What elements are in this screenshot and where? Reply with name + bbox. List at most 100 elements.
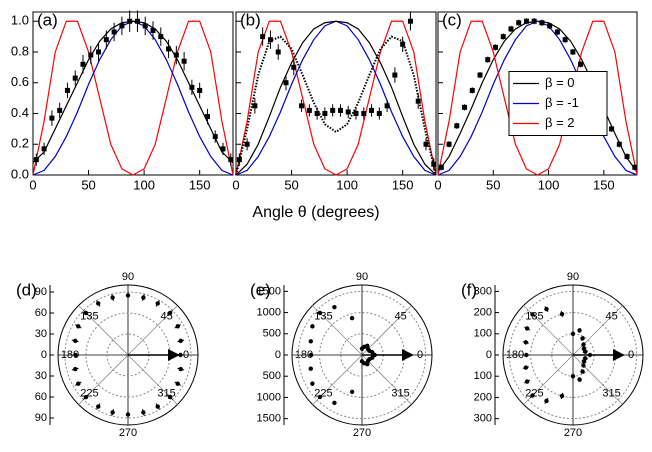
curve	[32, 20, 234, 164]
data-point	[581, 342, 586, 347]
data-point	[308, 339, 313, 344]
x-tick-label: 0	[434, 177, 441, 192]
data-point	[80, 61, 86, 67]
data-point	[384, 103, 390, 109]
data-point	[632, 164, 638, 170]
radial-tick-label: 30	[35, 370, 47, 382]
x-tick-label: 100	[336, 177, 358, 192]
data-point	[330, 107, 336, 113]
radial-tick-label: 300	[474, 285, 492, 297]
data-point	[531, 18, 537, 24]
data-point	[306, 107, 312, 113]
angle-tick-label: 90	[567, 271, 579, 283]
data-point	[310, 381, 315, 386]
data-point	[57, 107, 63, 113]
data-point	[310, 324, 315, 329]
y-tick-label: 0.4	[11, 105, 29, 120]
data-point	[523, 365, 529, 370]
data-point	[111, 29, 117, 35]
angle-tick-label: 90	[356, 271, 368, 283]
x-tick-label: 150	[189, 177, 211, 192]
data-point	[524, 352, 529, 358]
data-point	[96, 301, 101, 306]
data-point	[349, 389, 355, 395]
data-point	[559, 393, 565, 399]
x-tick-label: 100	[538, 177, 560, 192]
data-point	[141, 410, 146, 415]
radial-tick-label: 1500	[257, 285, 281, 297]
data-point	[64, 87, 70, 93]
angle-grid-line	[572, 354, 623, 405]
y-tick-label: 1.0	[11, 13, 29, 28]
data-point	[616, 141, 622, 147]
data-point	[142, 23, 148, 29]
data-point	[337, 107, 343, 113]
curve	[235, 20, 437, 176]
data-point	[73, 366, 78, 372]
data-point	[577, 377, 582, 382]
radial-grid-circle	[508, 290, 638, 420]
data-point	[308, 352, 314, 358]
curve	[32, 20, 234, 176]
radial-tick-label: 60	[35, 307, 47, 319]
data-point	[580, 369, 585, 374]
radial-tick-label: 1500	[257, 413, 281, 425]
data-point	[462, 104, 468, 110]
data-point	[127, 18, 133, 24]
radial-tick-label: 100	[474, 328, 492, 340]
data-point	[49, 115, 55, 121]
data-point	[283, 80, 289, 86]
data-point	[400, 41, 406, 47]
data-point	[308, 366, 313, 371]
data-point	[212, 134, 218, 140]
data-point	[150, 27, 156, 33]
angle-tick-label: 180	[295, 349, 313, 361]
data-point	[492, 44, 498, 50]
y-tick-label: 0.8	[11, 43, 29, 58]
data-point	[76, 381, 81, 386]
data-point	[570, 49, 576, 55]
data-point	[392, 72, 398, 78]
angle-tick-label: 270	[353, 427, 371, 439]
data-point	[197, 87, 203, 93]
angle-tick-label: 0	[417, 349, 423, 361]
data-point	[73, 338, 78, 344]
data-point	[167, 394, 173, 400]
data-point	[359, 346, 365, 351]
data-point	[469, 87, 475, 93]
data-point	[524, 379, 530, 384]
data-point	[155, 404, 160, 409]
data-point	[96, 404, 101, 409]
x-tick-label: 0	[29, 177, 36, 192]
data-point	[446, 141, 452, 147]
radial-tick-label: 90	[35, 286, 47, 298]
data-point	[275, 49, 281, 55]
data-point	[516, 20, 522, 26]
angle-tick-label: 90	[122, 271, 134, 283]
data-point	[624, 154, 630, 160]
data-point	[454, 123, 460, 129]
data-point	[500, 34, 506, 40]
legend-label: β = 0	[545, 75, 575, 90]
angle-tick-label: 135	[314, 310, 332, 322]
panel-label: (b)	[240, 10, 261, 29]
y-tick-label: 0.6	[11, 74, 29, 89]
data-point	[103, 37, 109, 43]
y-tick-label: 0.0	[11, 166, 29, 181]
data-point	[155, 301, 160, 306]
data-point	[267, 37, 273, 43]
data-point	[523, 18, 529, 24]
radial-tick-label: 0	[41, 349, 47, 361]
data-point	[559, 311, 565, 317]
data-point	[175, 324, 180, 329]
plot-frame	[235, 11, 437, 176]
data-point	[370, 355, 375, 360]
data-point	[345, 109, 351, 115]
angle-tick-label: 225	[314, 388, 332, 400]
data-point	[431, 161, 437, 167]
radial-tick-label: 30	[35, 328, 47, 340]
data-point	[317, 394, 323, 400]
data-point	[110, 410, 115, 415]
